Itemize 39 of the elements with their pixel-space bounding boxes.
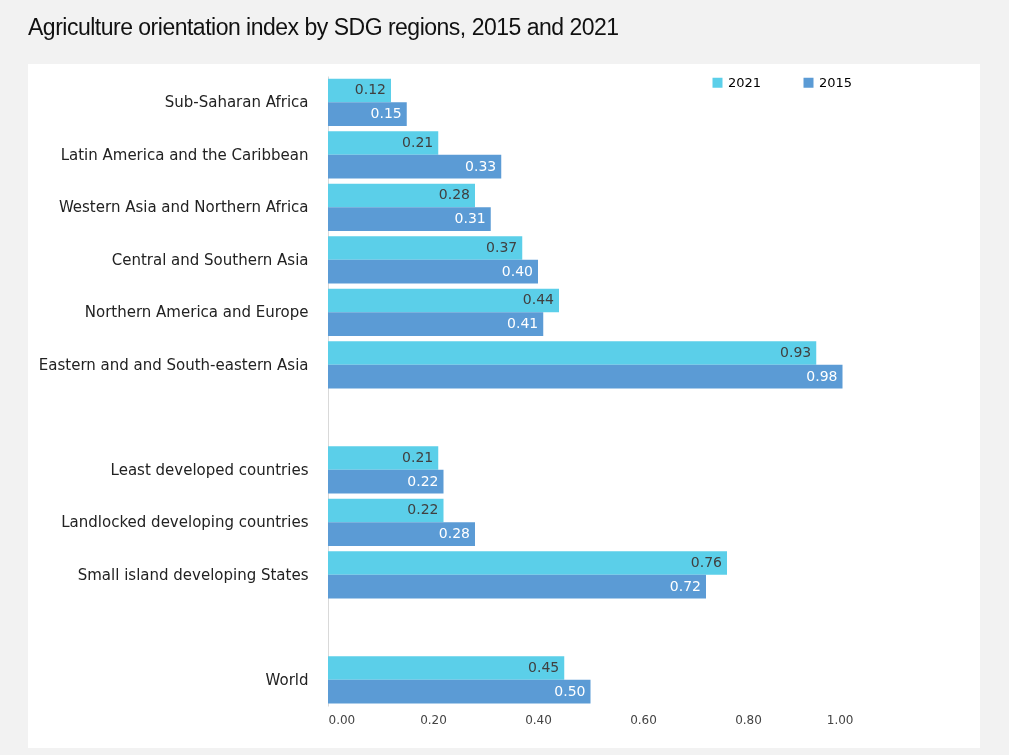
data-label: 0.44	[522, 291, 555, 308]
data-label: 0.40	[501, 262, 533, 279]
x-tick-label: 0.20	[420, 712, 447, 727]
x-tick-label: 0.80	[735, 712, 762, 727]
data-label: 0.37	[486, 238, 518, 255]
data-label: 0.93	[780, 343, 812, 360]
data-label: 0.15	[370, 105, 402, 122]
y-tick-label: Eastern and and South-eastern Asia	[38, 355, 309, 374]
legend-label: 2021	[728, 74, 762, 90]
data-label: 0.33	[465, 157, 497, 174]
data-label: 0.21	[402, 448, 434, 465]
y-tick-label: Landlocked developing countries	[61, 513, 309, 532]
y-tick-label: Small island developing States	[77, 565, 309, 584]
data-label: 0.76	[690, 553, 723, 570]
data-label: 0.22	[407, 501, 439, 518]
y-tick-label: Western Asia and Northern Africa	[58, 198, 309, 217]
data-label: 0.22	[407, 472, 439, 489]
y-tick-label: Central and Southern Asia	[111, 250, 309, 269]
data-label: 0.28	[438, 186, 470, 203]
y-tick-label: Least developed countries	[110, 460, 309, 479]
data-label: 0.12	[354, 81, 386, 98]
data-label: 0.41	[507, 315, 539, 332]
data-label: 0.72	[669, 577, 701, 594]
data-label: 0.31	[454, 210, 486, 227]
data-label: 0.98	[806, 367, 838, 384]
x-tick-label: 0.40	[525, 712, 552, 727]
data-label: 0.21	[402, 133, 434, 150]
data-label: 0.50	[554, 682, 586, 699]
data-label: 0.45	[528, 658, 560, 675]
legend-label: 2015	[819, 74, 853, 90]
y-tick-label: Latin America and the Caribbean	[60, 145, 309, 164]
x-tick-label: 1.00	[826, 712, 854, 727]
x-tick-label: 0.60	[630, 712, 657, 727]
y-tick-label: Northern America and Europe	[84, 303, 309, 322]
y-tick-label: Sub-Saharan Africa	[164, 93, 309, 112]
y-tick-label: World	[265, 670, 309, 689]
chart-title: Agriculture orientation index by SDG regions, 2015 and 2021	[27, 13, 620, 42]
data-label: 0.28	[438, 525, 470, 542]
x-tick-label: 0.00	[328, 712, 356, 727]
